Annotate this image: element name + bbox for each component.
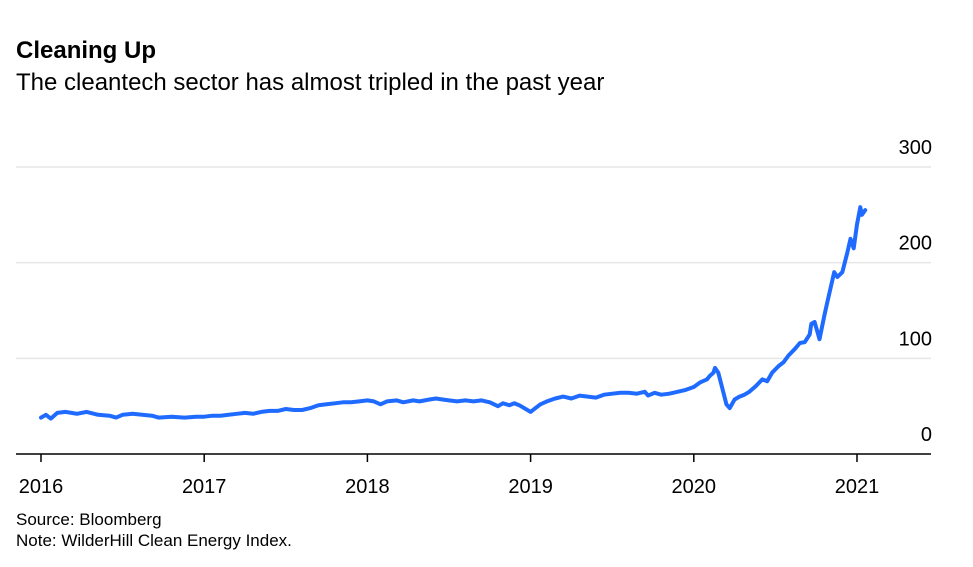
x-tick-label: 2021 [835, 476, 880, 498]
y-tick-label: 100 [899, 328, 932, 350]
series-line [39, 205, 868, 421]
x-tick-label: 2018 [345, 476, 390, 498]
label-layer: 0 100 200 300 2016 2017 2018 2019 2020 2021 [19, 137, 932, 498]
axis-layer [16, 453, 931, 462]
source-note: Source: Bloomberg [16, 510, 162, 529]
x-tick-label: 2016 [19, 476, 64, 498]
x-tick-label: 2019 [508, 476, 553, 498]
y-tick-label: 200 [899, 233, 932, 255]
footer: Source: Bloomberg Note: WilderHill Clean… [16, 509, 292, 551]
chart-subtitle: The cleantech sector has almost tripled … [16, 69, 605, 96]
grid-layer [16, 166, 931, 360]
x-tick-label: 2017 [182, 476, 227, 498]
y-tick-label: 0 [921, 424, 932, 446]
index-note: Note: WilderHill Clean Energy Index. [16, 531, 292, 550]
series-layer [39, 205, 868, 421]
chart-title: Cleaning Up [16, 37, 157, 64]
x-tick-label: 2020 [672, 476, 717, 498]
y-tick-label: 300 [899, 137, 932, 159]
